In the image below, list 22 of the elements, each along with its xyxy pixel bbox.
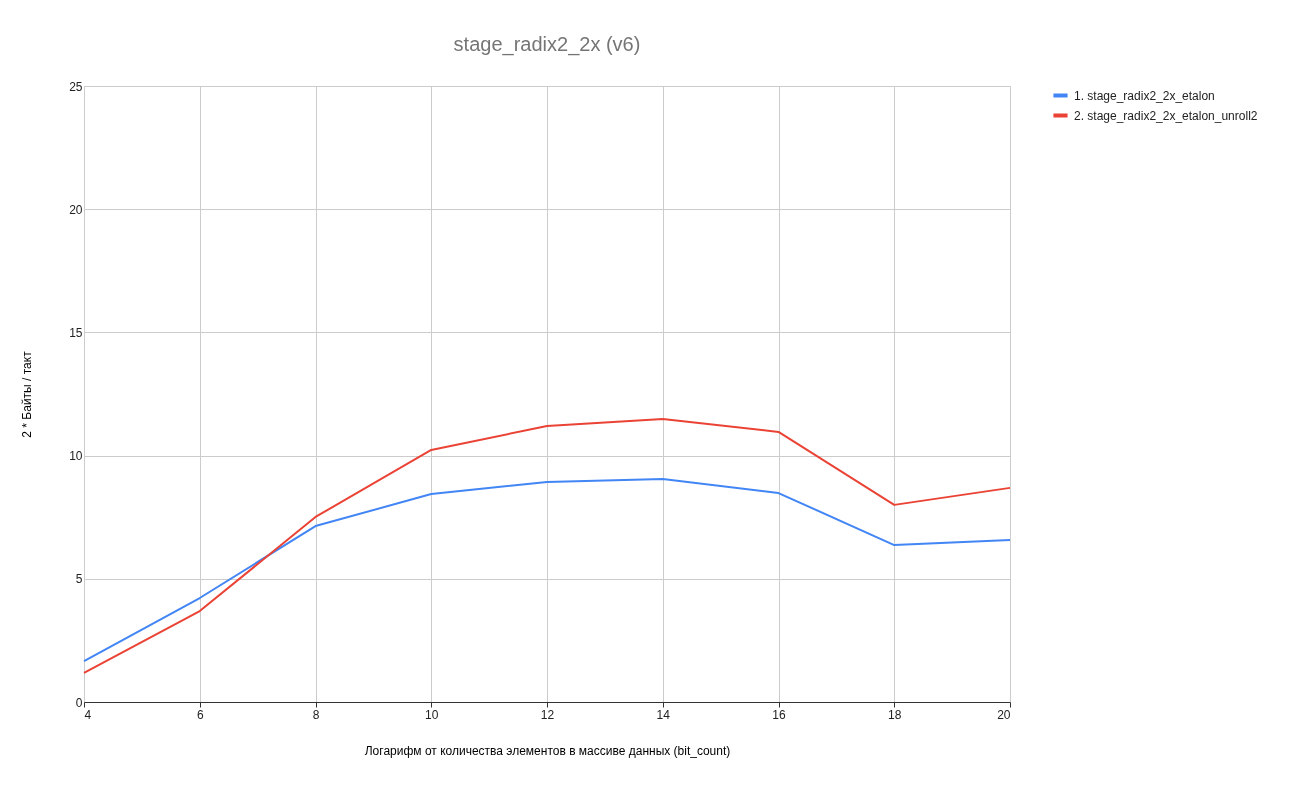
x-tick-label: 20 xyxy=(997,707,1011,722)
y-tick-label: 25 xyxy=(69,79,83,94)
y-tick-label: 5 xyxy=(75,572,83,587)
x-tick-label: 12 xyxy=(540,707,555,722)
x-tick-label: 4 xyxy=(84,707,92,722)
x-axis-title: Логарифм от количества элементов в массиве данных (bit_count) xyxy=(364,743,731,758)
x-tick-label: 16 xyxy=(772,707,786,722)
legend-label: 2. stage_radix2_2x_etalon_unroll2 xyxy=(1074,108,1258,123)
y-axis-title: 2 * Байты / такт xyxy=(20,350,35,438)
y-tick-label: 0 xyxy=(75,695,83,710)
chart-title: stage_radix2_2x (v6) xyxy=(453,33,641,56)
x-tick-label: 18 xyxy=(888,707,902,722)
legend-label: 1. stage_radix2_2x_etalon xyxy=(1074,88,1215,103)
line-series xyxy=(83,417,1011,674)
x-tick-label: 10 xyxy=(425,707,439,722)
x-tick-label: 6 xyxy=(196,707,204,722)
y-tick-label: 15 xyxy=(69,325,83,340)
y-tick-label: 20 xyxy=(69,202,83,217)
y-tick-label: 10 xyxy=(69,449,83,464)
line-series xyxy=(83,478,1011,663)
x-tick-label: 8 xyxy=(312,707,320,722)
x-tick-label: 14 xyxy=(656,707,671,722)
